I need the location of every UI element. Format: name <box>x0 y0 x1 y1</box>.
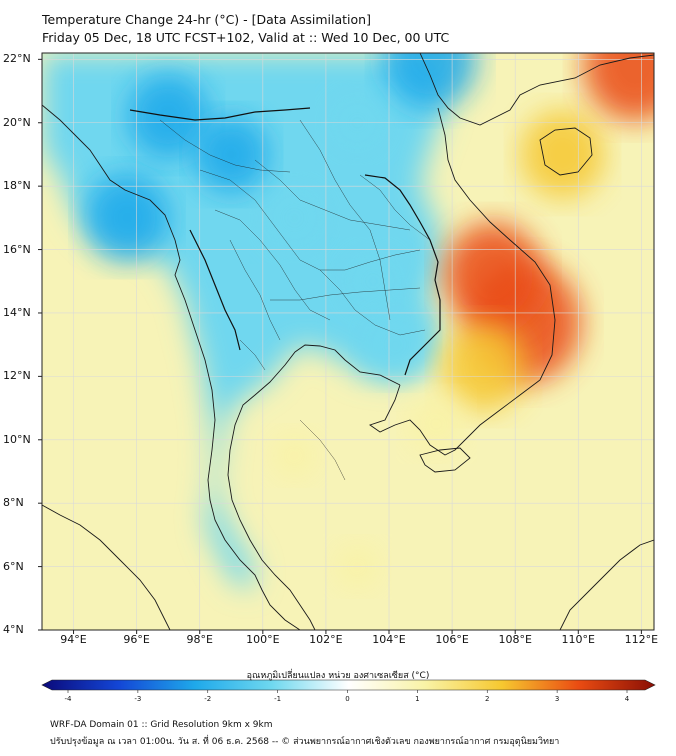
colorbar-tick-label: -4 <box>64 695 72 703</box>
map-frame <box>41 52 655 631</box>
anomaly-cell-3 <box>194 116 269 193</box>
coastline-indochina <box>419 53 654 126</box>
lat-tick-label: 14°N <box>3 305 31 319</box>
colorbar-tick-label: 1 <box>415 695 420 703</box>
graticule <box>42 53 654 630</box>
coastline-borneo <box>559 539 654 630</box>
anomaly-cell-1 <box>85 173 170 262</box>
lat-tick-label: 4°N <box>3 623 24 636</box>
coastline-hainan <box>539 127 593 176</box>
lat-tick-label: 12°N <box>3 369 31 383</box>
coastlines <box>42 53 654 630</box>
lon-tick-label: 100°E <box>246 633 280 646</box>
anomaly-cell-5 <box>342 249 405 313</box>
lat-tick-label: 10°N <box>3 432 31 446</box>
coastline-vietnam <box>369 107 556 456</box>
lat-tick-label: 22°N <box>3 52 31 66</box>
colorbar-tick-label: -1 <box>274 695 282 703</box>
lat-tick-label: 20°N <box>3 115 31 129</box>
anomaly-cell-9 <box>443 222 543 328</box>
anomaly-cell-10 <box>441 322 526 411</box>
colorbar-tick-label: 3 <box>554 695 560 703</box>
footer-info: WRF-DA Domain 01 :: Grid Resolution 9km … <box>50 720 273 730</box>
colorbar <box>41 679 656 691</box>
lat-tick-label: 16°N <box>3 242 31 256</box>
lon-tick-label: 104°E <box>372 633 406 646</box>
colorbar-title: อุณหภูมิเปลี่ยนแปลง หน่วย องศาเซลเซียส (… <box>246 671 430 681</box>
colorbar-tick-label: 2 <box>485 695 490 703</box>
lon-tick-label: 98°E <box>186 633 213 646</box>
lat-tick-label: 18°N <box>3 179 31 193</box>
anomaly-cell-12 <box>583 53 654 121</box>
anomaly-cell-11 <box>520 110 605 199</box>
lon-tick-label: 94°E <box>60 633 87 646</box>
coastline-mekong-delta <box>419 447 471 473</box>
anomaly-cell-6 <box>361 310 429 379</box>
lon-tick-label: 102°E <box>309 633 343 646</box>
coastline-gulf-thailand <box>227 344 401 630</box>
country-borders <box>129 107 441 376</box>
lon-tick-label: 108°E <box>498 633 532 646</box>
lat-tick-label: 6°N <box>3 559 24 573</box>
lon-tick-label: 106°E <box>435 633 469 646</box>
chart-subtitle: Friday 05 Dec, 18 UTC FCST+102, Valid at… <box>42 30 450 45</box>
colorbar-tick-label: 0 <box>345 695 350 703</box>
lon-tick-label: 96°E <box>123 633 150 646</box>
chart-title: Temperature Change 24-hr (°C) - [Data As… <box>42 12 371 27</box>
lon-tick-label: 112°E <box>624 633 659 646</box>
coastline-sumatra <box>42 504 171 630</box>
colorbar-tick-label: -2 <box>204 695 212 703</box>
anomaly-cell-0 <box>383 53 477 109</box>
lat-tick-label: 8°N <box>3 496 24 510</box>
province-borders <box>159 119 431 481</box>
footer-credit: ปรับปรุงข้อมูล ณ เวลา 01:00น. วัน ส. ที่… <box>50 737 560 747</box>
lon-tick-label: 110°E <box>561 633 596 646</box>
colorbar-ticks <box>67 690 628 693</box>
coastline-andaman <box>42 104 301 630</box>
colorbar-tick-label: -3 <box>134 695 142 703</box>
colorbar-tick-label: 4 <box>624 695 630 703</box>
anomaly-cell-4 <box>261 185 327 251</box>
anomaly-cell-13 <box>407 395 466 453</box>
anomaly-cell-14 <box>270 432 319 479</box>
